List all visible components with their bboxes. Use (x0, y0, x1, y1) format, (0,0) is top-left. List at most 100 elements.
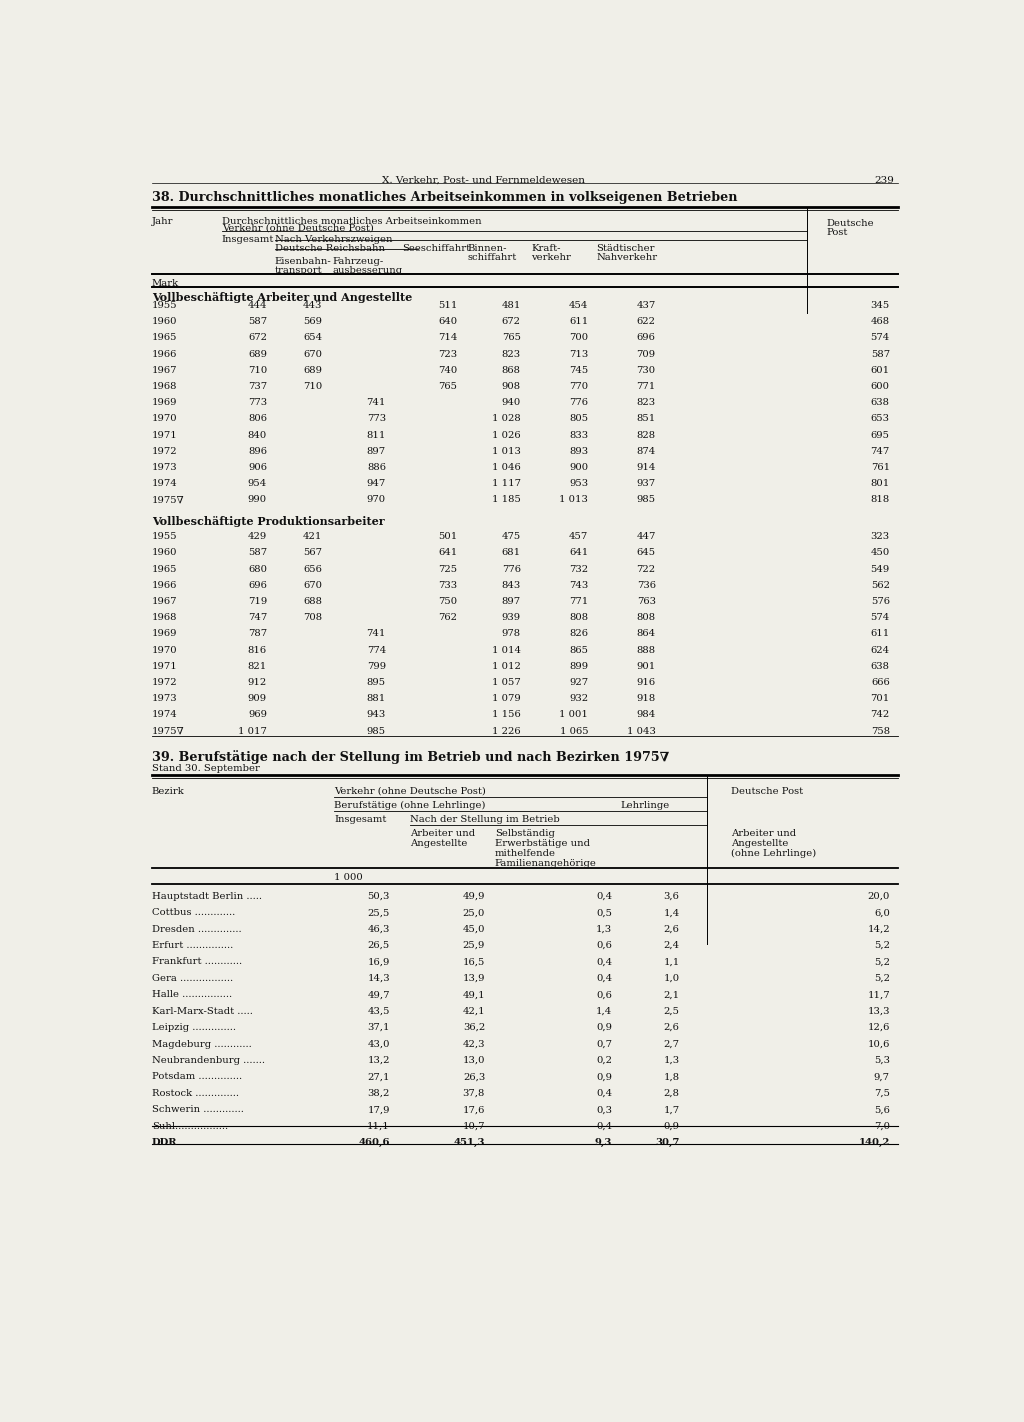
Text: Schwerin .............: Schwerin ............. (152, 1105, 244, 1115)
Text: 865: 865 (569, 646, 588, 654)
Text: Fahrzeug-: Fahrzeug- (333, 257, 384, 266)
Text: 37,8: 37,8 (463, 1089, 485, 1098)
Text: 622: 622 (637, 317, 655, 326)
Text: 761: 761 (870, 464, 890, 472)
Text: 1972: 1972 (152, 678, 177, 687)
Text: 1970: 1970 (152, 414, 177, 424)
Text: 0,9: 0,9 (596, 1024, 612, 1032)
Text: Berufstätige (ohne Lehrlinge): Berufstätige (ohne Lehrlinge) (334, 801, 485, 811)
Text: 17,9: 17,9 (368, 1105, 390, 1115)
Text: 747: 747 (870, 447, 890, 456)
Text: 1968: 1968 (152, 613, 177, 623)
Text: Suhl.................: Suhl................. (152, 1122, 228, 1130)
Text: Rostock ..............: Rostock .............. (152, 1089, 239, 1098)
Text: 1 226: 1 226 (493, 727, 521, 735)
Text: 730: 730 (637, 365, 655, 375)
Text: 1 043: 1 043 (627, 727, 655, 735)
Text: 7,5: 7,5 (873, 1089, 890, 1098)
Text: 765: 765 (502, 333, 521, 343)
Text: 2,7: 2,7 (664, 1039, 680, 1048)
Text: 501: 501 (438, 532, 458, 542)
Text: 1,7: 1,7 (664, 1105, 680, 1115)
Text: 9,3: 9,3 (595, 1138, 612, 1148)
Text: 874: 874 (637, 447, 655, 456)
Text: 828: 828 (637, 431, 655, 439)
Text: 587: 587 (248, 549, 267, 557)
Text: 11,7: 11,7 (867, 990, 890, 1000)
Text: Selbständig: Selbständig (495, 829, 555, 839)
Text: 14,3: 14,3 (368, 974, 390, 983)
Text: 39. Berufstätige nach der Stellung im Betrieb und nach Bezirken 1975∇: 39. Berufstätige nach der Stellung im Be… (152, 751, 669, 765)
Text: 916: 916 (637, 678, 655, 687)
Text: 611: 611 (569, 317, 588, 326)
Text: Vollbeschäftigte Arbeiter und Angestellte: Vollbeschäftigte Arbeiter und Angestellt… (152, 292, 412, 303)
Text: Angestellte: Angestellte (731, 839, 788, 848)
Text: 818: 818 (870, 495, 890, 505)
Text: 826: 826 (569, 630, 588, 638)
Text: 696: 696 (637, 333, 655, 343)
Text: 17,6: 17,6 (463, 1105, 485, 1115)
Text: 1 001: 1 001 (559, 711, 588, 720)
Text: 2,1: 2,1 (664, 990, 680, 1000)
Text: 1967: 1967 (152, 597, 177, 606)
Text: Eisenbahn-: Eisenbahn- (274, 257, 332, 266)
Text: 1,0: 1,0 (664, 974, 680, 983)
Text: 49,9: 49,9 (463, 892, 485, 900)
Text: 701: 701 (870, 694, 890, 704)
Text: Verkehr (ohne Deutsche Post): Verkehr (ohne Deutsche Post) (221, 223, 374, 232)
Text: 1974: 1974 (152, 479, 177, 488)
Text: 888: 888 (637, 646, 655, 654)
Text: 468: 468 (870, 317, 890, 326)
Text: 927: 927 (569, 678, 588, 687)
Text: 13,0: 13,0 (463, 1057, 485, 1065)
Text: 912: 912 (248, 678, 267, 687)
Text: 9,7: 9,7 (873, 1072, 890, 1082)
Text: 741: 741 (367, 398, 386, 407)
Text: 27,1: 27,1 (368, 1072, 390, 1082)
Text: Karl-Marx-Stadt .....: Karl-Marx-Stadt ..... (152, 1007, 253, 1015)
Text: 638: 638 (870, 398, 890, 407)
Text: Dresden ..............: Dresden .............. (152, 924, 242, 934)
Text: 758: 758 (870, 727, 890, 735)
Text: 709: 709 (637, 350, 655, 358)
Text: 569: 569 (303, 317, 323, 326)
Text: (ohne Lehrlinge): (ohne Lehrlinge) (731, 849, 816, 859)
Text: 985: 985 (637, 495, 655, 505)
Text: 776: 776 (502, 565, 521, 573)
Text: 26,3: 26,3 (463, 1072, 485, 1082)
Text: 953: 953 (569, 479, 588, 488)
Text: 747: 747 (248, 613, 267, 623)
Text: 743: 743 (569, 580, 588, 590)
Text: 0,9: 0,9 (664, 1122, 680, 1130)
Text: 444: 444 (248, 301, 267, 310)
Text: 801: 801 (870, 479, 890, 488)
Text: 811: 811 (367, 431, 386, 439)
Text: 49,1: 49,1 (463, 990, 485, 1000)
Text: 0,6: 0,6 (596, 990, 612, 1000)
Text: 750: 750 (438, 597, 458, 606)
Text: 723: 723 (438, 350, 458, 358)
Text: 984: 984 (637, 711, 655, 720)
Text: 6,0: 6,0 (873, 909, 890, 917)
Text: 896: 896 (248, 447, 267, 456)
Text: verkehr: verkehr (531, 253, 571, 262)
Text: 3,6: 3,6 (664, 892, 680, 900)
Text: 954: 954 (248, 479, 267, 488)
Text: 733: 733 (438, 580, 458, 590)
Text: 46,3: 46,3 (368, 924, 390, 934)
Text: 2,8: 2,8 (664, 1089, 680, 1098)
Text: 11,1: 11,1 (368, 1122, 390, 1130)
Text: Nahverkehr: Nahverkehr (596, 253, 657, 262)
Text: Hauptstadt Berlin .....: Hauptstadt Berlin ..... (152, 892, 262, 900)
Text: 1 065: 1 065 (560, 727, 588, 735)
Text: 13,3: 13,3 (867, 1007, 890, 1015)
Text: 13,2: 13,2 (368, 1057, 390, 1065)
Text: 587: 587 (870, 350, 890, 358)
Text: 774: 774 (367, 646, 386, 654)
Text: 1 000: 1 000 (334, 873, 364, 882)
Text: 50,3: 50,3 (368, 892, 390, 900)
Text: Insgesamt: Insgesamt (334, 815, 387, 825)
Text: 770: 770 (569, 383, 588, 391)
Text: 1 026: 1 026 (493, 431, 521, 439)
Text: 1955: 1955 (152, 301, 177, 310)
